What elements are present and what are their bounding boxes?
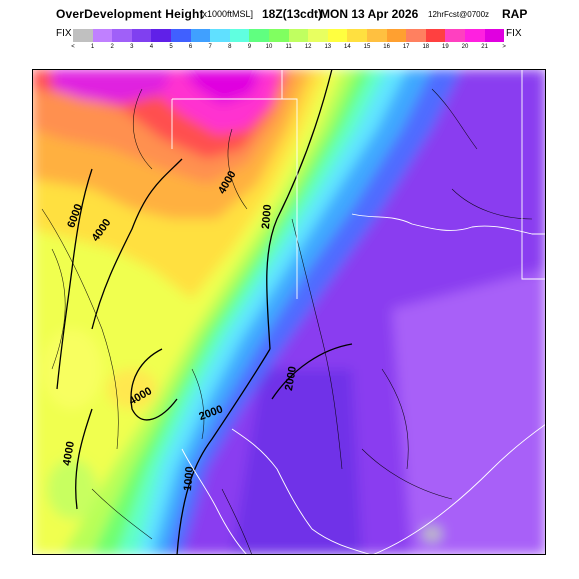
- legend-swatch: [269, 29, 289, 42]
- legend-swatch: [308, 29, 328, 42]
- legend-swatch: [406, 29, 426, 42]
- legend-swatch: [73, 29, 93, 42]
- legend-label: 8: [228, 44, 232, 50]
- legend-swatch: [484, 29, 505, 42]
- contour-label: 4000: [61, 440, 77, 466]
- legend-swatch: [131, 29, 152, 42]
- legend-swatch: [210, 29, 230, 42]
- map-frame: [32, 69, 546, 555]
- units-label: [x1000ftMSL]: [200, 9, 254, 19]
- legend-label: 2: [110, 44, 114, 50]
- legend-swatch: [465, 29, 485, 42]
- legend-label: 6: [188, 44, 193, 50]
- legend-swatch: [151, 29, 171, 42]
- legend-label: 14: [344, 44, 351, 50]
- legend-label: 9: [247, 44, 252, 50]
- legend-over-symbol: >: [502, 44, 506, 50]
- legend-label: 7: [208, 44, 212, 50]
- legend-label: 4: [149, 44, 154, 50]
- legend-label: 12: [304, 44, 312, 50]
- valid-time: 18Z(13cdt): [262, 7, 323, 21]
- legend-label: 3: [130, 44, 134, 50]
- valid-date: MON 13 Apr 2026: [320, 7, 419, 21]
- boundaries: [171, 69, 546, 555]
- fix-label-right: FIX: [506, 28, 522, 39]
- legend-swatch: [367, 29, 387, 42]
- legend-label: 16: [383, 44, 390, 50]
- contour-label: 1000: [182, 466, 196, 491]
- legend-label: 13: [324, 44, 332, 50]
- legend-swatch: [171, 29, 191, 42]
- contour-label: 2000: [283, 365, 299, 391]
- map-title: OverDevelopment Height: [56, 7, 204, 21]
- legend-swatch: [347, 29, 367, 42]
- legend-label: 19: [442, 44, 449, 50]
- legend-swatch: [386, 29, 407, 42]
- legend-label: 5: [169, 44, 173, 50]
- legend-label: 1: [90, 44, 95, 50]
- legend-swatch: [190, 29, 211, 42]
- legend-swatch: [112, 29, 132, 42]
- legend-swatch: [327, 29, 348, 42]
- legend-label: 10: [265, 44, 273, 50]
- title-bar: OverDevelopment Height [x1000ftMSL] 18Z(…: [0, 0, 579, 66]
- legend-label: 20: [461, 44, 469, 50]
- legend-label: 21: [481, 44, 488, 50]
- legend-swatch: [445, 29, 465, 42]
- legend-swatch: [229, 29, 250, 42]
- legend-label: 17: [402, 44, 410, 50]
- forecast-hour: 12hrFcst@0700z: [428, 10, 490, 19]
- legend-label: 18: [422, 44, 430, 50]
- fix-label-left: FIX: [56, 28, 72, 39]
- legend-under-symbol: <: [71, 44, 75, 50]
- legend-label: 15: [363, 44, 371, 50]
- legend-swatch: [249, 29, 269, 42]
- thin-contours: [41, 88, 533, 555]
- legend-swatch: [92, 29, 113, 42]
- height-contours: [56, 69, 353, 555]
- contour-label: 2000: [260, 204, 274, 229]
- height-field: [32, 69, 546, 555]
- legend-label: 11: [285, 44, 292, 50]
- legend-swatch: [288, 29, 309, 42]
- legend-swatch: [425, 29, 446, 42]
- model-name: RAP: [502, 7, 528, 21]
